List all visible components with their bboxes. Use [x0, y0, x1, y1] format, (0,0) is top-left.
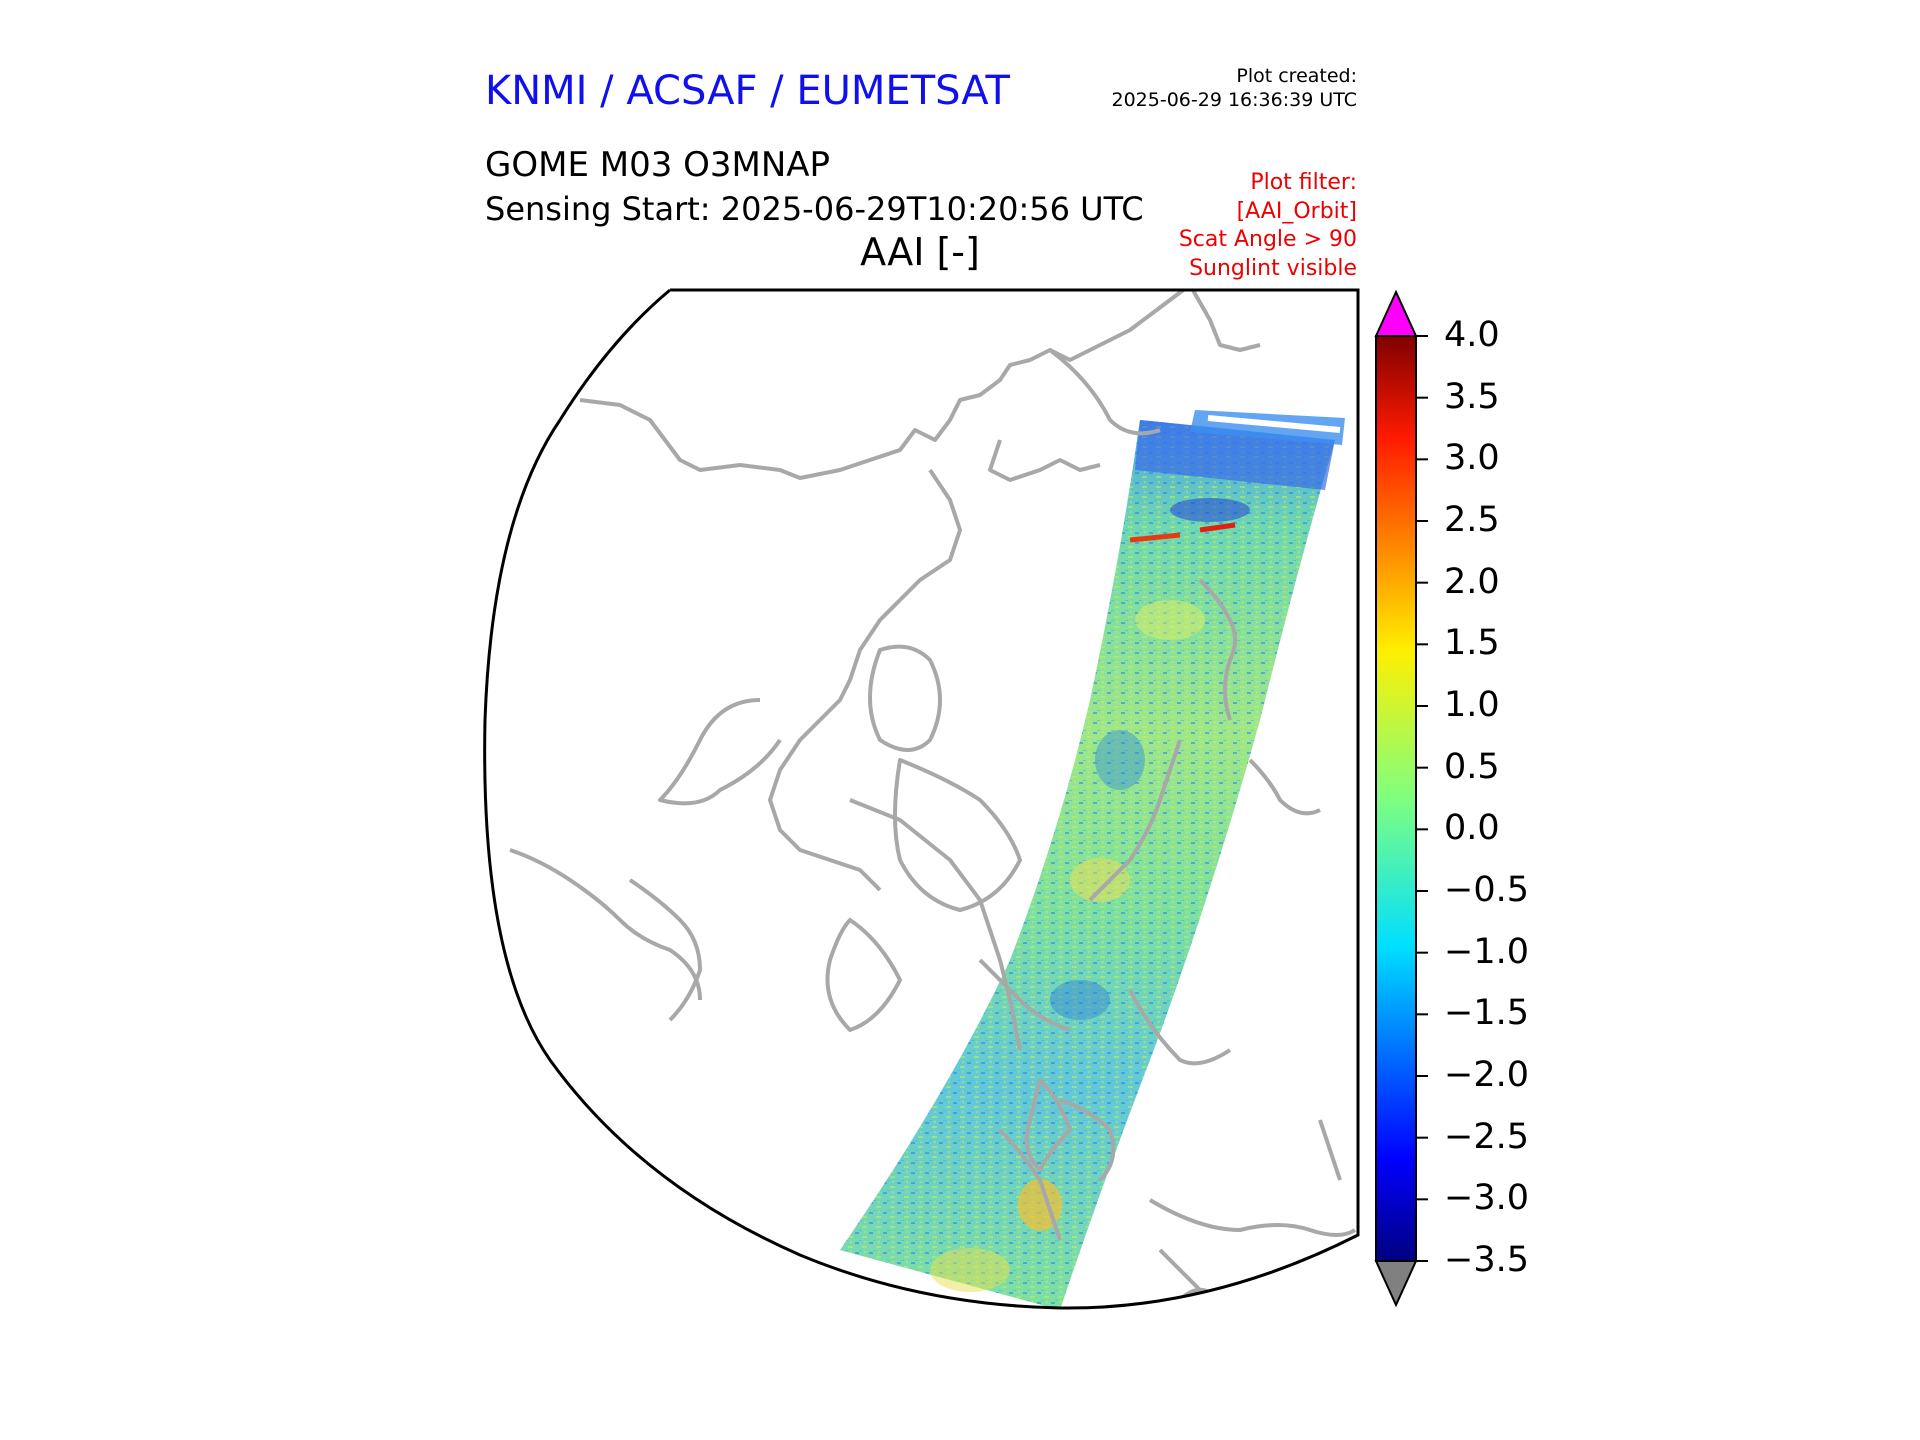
colorbar-tick-label: −1.0 [1444, 931, 1529, 972]
plot-filter-sunglint: Sunglint visible [1189, 256, 1357, 281]
colorbar-tick-label: −3.5 [1444, 1240, 1529, 1280]
colorbar-tick-label: 4.0 [1444, 315, 1500, 355]
variable-title: AAI [-] [860, 230, 980, 274]
plot-created-label: Plot created: [1236, 65, 1357, 87]
colorbar-tick-label: −2.5 [1444, 1116, 1529, 1157]
colorbar-tick-label: −1.5 [1444, 993, 1529, 1034]
colorbar [1374, 289, 1428, 1308]
coastlines [509, 290, 1357, 1302]
plot-filter-name: [AAI_Orbit] [1236, 199, 1357, 224]
colorbar-tick-label: 2.5 [1444, 500, 1500, 540]
colorbar-tick-label: 0.0 [1444, 808, 1500, 849]
colorbar-tick-label: −3.0 [1444, 1178, 1529, 1219]
map-boundary [483, 288, 1360, 1310]
plot-filter-label: Plot filter: [1250, 170, 1357, 195]
colorbar-over-triangle [1374, 289, 1418, 337]
aai-swath [840, 410, 1345, 1309]
colorbar-tick-label: 3.5 [1444, 376, 1500, 417]
colorbar-under-triangle [1374, 1260, 1418, 1308]
sensing-start: Sensing Start: 2025-06-29T10:20:56 UTC [485, 190, 1144, 228]
map-area [484, 290, 1359, 1309]
colorbar-tick-label: 3.0 [1444, 438, 1500, 479]
colorbar-tick-label: −0.5 [1444, 870, 1529, 910]
plot-created-value: 2025-06-29 16:36:39 UTC [1111, 89, 1358, 111]
colorbar-tick-label: 1.0 [1444, 685, 1500, 725]
colorbar-tick-label: −2.0 [1444, 1055, 1529, 1095]
colorbar-tick-label: 0.5 [1444, 746, 1500, 787]
org-title: KNMI / ACSAF / EUMETSAT [485, 68, 1010, 114]
colorbar-gradient [1375, 335, 1417, 1262]
colorbar-tick-label: 1.5 [1444, 623, 1500, 664]
plot-filter-scat-angle: Scat Angle > 90 [1178, 227, 1357, 252]
colorbar-tick-label: 2.0 [1444, 561, 1500, 602]
product-title: GOME M03 O3MNAP [485, 145, 831, 185]
